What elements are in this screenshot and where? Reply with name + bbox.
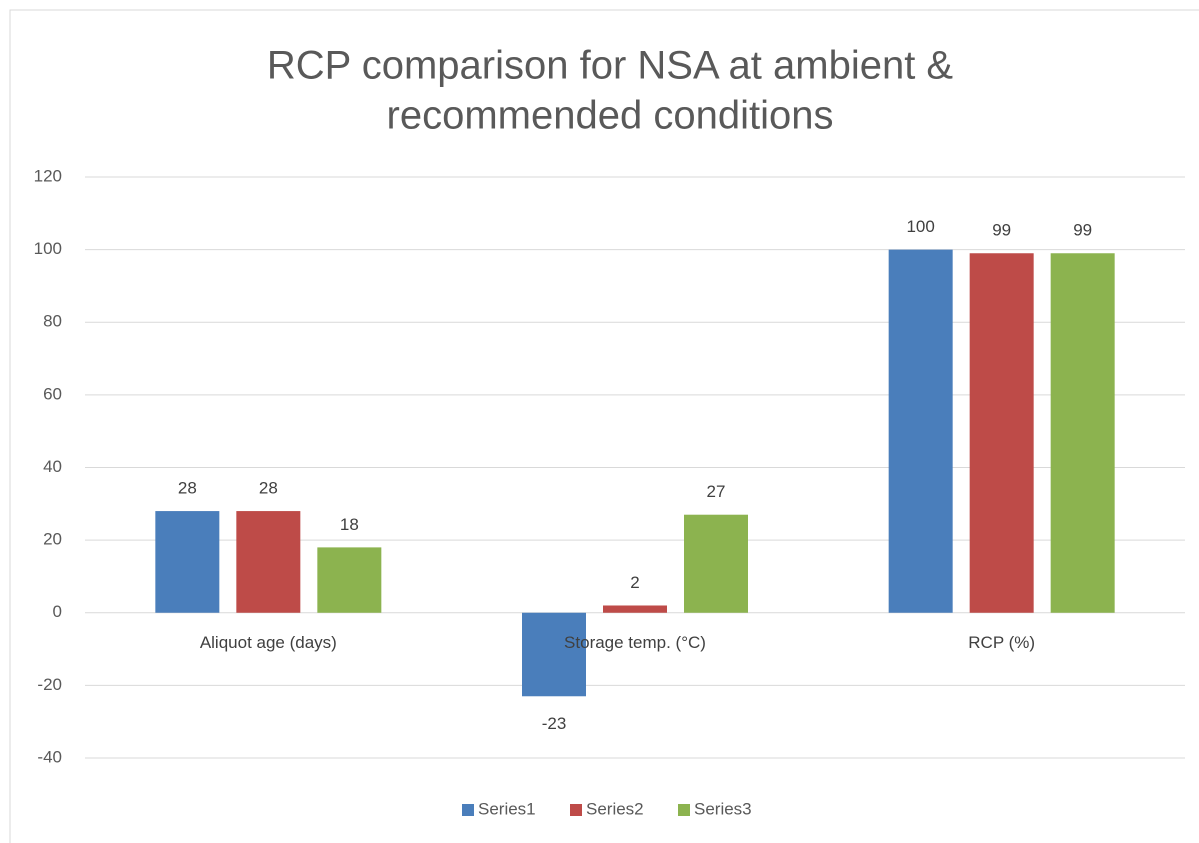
data-label: 28 <box>259 479 278 498</box>
bar <box>317 547 382 613</box>
y-tick-label: 0 <box>53 602 62 621</box>
data-label: 18 <box>340 515 359 534</box>
y-tick-label: 80 <box>43 312 62 331</box>
data-label: 28 <box>178 479 197 498</box>
data-label: 99 <box>992 221 1011 240</box>
legend-label: Series2 <box>586 799 644 818</box>
bar <box>969 253 1034 613</box>
y-tick-label: 60 <box>43 384 62 403</box>
bar <box>522 612 586 697</box>
x-tick-label: Aliquot age (days) <box>200 633 337 652</box>
chart-title: RCP comparison for NSA at ambient & <box>267 44 954 88</box>
legend-swatch <box>570 804 582 816</box>
data-label: 100 <box>906 217 934 236</box>
bar <box>684 514 748 613</box>
legend-swatch <box>462 804 474 816</box>
bar <box>155 511 220 613</box>
legend-swatch <box>678 804 690 816</box>
data-label: 99 <box>1073 221 1092 240</box>
y-tick-label: 40 <box>43 457 62 476</box>
x-tick-label: RCP (%) <box>968 633 1035 652</box>
bar <box>603 605 667 613</box>
y-tick-label: 100 <box>34 239 62 258</box>
y-tick-label: -20 <box>37 675 62 694</box>
data-label: 27 <box>707 482 726 501</box>
chart-title: recommended conditions <box>387 94 834 138</box>
legend-label: Series1 <box>478 799 536 818</box>
bar <box>236 511 301 613</box>
data-label: -23 <box>542 714 567 733</box>
legend-label: Series3 <box>694 799 752 818</box>
data-label: 2 <box>630 573 639 592</box>
bar <box>888 249 953 613</box>
y-tick-label: 120 <box>34 166 62 185</box>
bar <box>1050 253 1115 613</box>
y-tick-label: 20 <box>43 530 62 549</box>
x-tick-label: Storage temp. (°C) <box>564 633 706 652</box>
y-tick-label: -40 <box>37 747 62 766</box>
